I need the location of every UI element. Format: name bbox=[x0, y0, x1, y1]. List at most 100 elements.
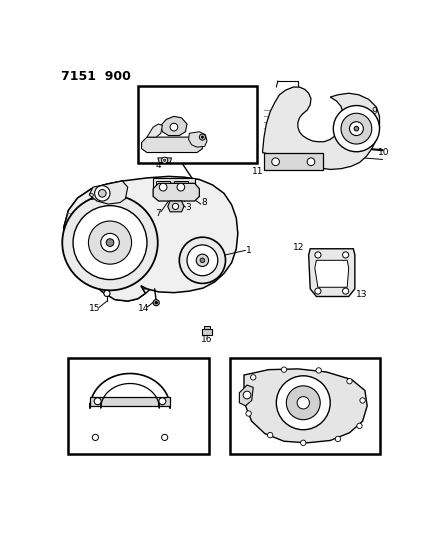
Text: 12: 12 bbox=[294, 243, 305, 252]
Circle shape bbox=[162, 434, 168, 440]
Text: 10: 10 bbox=[378, 148, 390, 157]
Text: 20: 20 bbox=[84, 431, 96, 440]
Circle shape bbox=[276, 376, 330, 430]
Bar bbox=[153, 178, 196, 195]
Circle shape bbox=[201, 136, 204, 138]
Circle shape bbox=[286, 386, 320, 419]
Circle shape bbox=[307, 158, 315, 166]
Text: 20: 20 bbox=[364, 365, 375, 374]
Circle shape bbox=[200, 258, 205, 263]
Polygon shape bbox=[89, 181, 128, 204]
Circle shape bbox=[341, 113, 372, 144]
Text: 3: 3 bbox=[186, 203, 191, 212]
Text: 19: 19 bbox=[136, 367, 147, 376]
Polygon shape bbox=[204, 326, 210, 329]
Circle shape bbox=[170, 123, 178, 131]
Polygon shape bbox=[147, 124, 162, 137]
Polygon shape bbox=[244, 369, 367, 443]
Text: 16: 16 bbox=[201, 335, 213, 344]
Polygon shape bbox=[161, 116, 187, 135]
Polygon shape bbox=[189, 132, 207, 147]
Circle shape bbox=[335, 436, 341, 442]
Text: 15: 15 bbox=[89, 304, 100, 313]
Circle shape bbox=[92, 434, 98, 440]
Text: 8: 8 bbox=[201, 198, 207, 207]
Circle shape bbox=[250, 375, 256, 380]
Text: 2: 2 bbox=[89, 193, 94, 203]
Circle shape bbox=[172, 203, 178, 209]
Circle shape bbox=[360, 398, 365, 403]
Text: 9: 9 bbox=[371, 107, 377, 116]
Circle shape bbox=[199, 134, 205, 140]
Text: 2.2L ENGINE: 2.2L ENGINE bbox=[106, 443, 171, 453]
Bar bbox=[68, 358, 208, 454]
Circle shape bbox=[94, 398, 101, 405]
Circle shape bbox=[342, 288, 349, 294]
Circle shape bbox=[159, 183, 167, 191]
Circle shape bbox=[350, 122, 363, 135]
Bar bbox=[230, 358, 380, 454]
Circle shape bbox=[297, 397, 309, 409]
Bar bbox=[138, 85, 257, 163]
Text: 13: 13 bbox=[357, 290, 368, 300]
Circle shape bbox=[177, 183, 185, 191]
Text: 1: 1 bbox=[246, 246, 252, 255]
Circle shape bbox=[246, 411, 251, 416]
Circle shape bbox=[95, 185, 110, 201]
Text: 7: 7 bbox=[155, 209, 160, 218]
Circle shape bbox=[104, 290, 110, 296]
Circle shape bbox=[347, 378, 352, 384]
Text: 3: 3 bbox=[169, 107, 175, 116]
Text: 5: 5 bbox=[211, 136, 217, 146]
Circle shape bbox=[243, 391, 251, 399]
Text: 18: 18 bbox=[235, 363, 247, 372]
Polygon shape bbox=[262, 87, 380, 169]
Circle shape bbox=[315, 252, 321, 258]
Circle shape bbox=[196, 254, 208, 266]
Circle shape bbox=[162, 157, 168, 163]
Circle shape bbox=[357, 423, 362, 429]
Polygon shape bbox=[64, 181, 151, 301]
Circle shape bbox=[179, 237, 226, 284]
Circle shape bbox=[342, 252, 349, 258]
Polygon shape bbox=[153, 183, 199, 201]
Circle shape bbox=[333, 106, 380, 152]
Polygon shape bbox=[142, 137, 202, 152]
Circle shape bbox=[159, 398, 166, 405]
Circle shape bbox=[300, 440, 306, 446]
Text: 4: 4 bbox=[156, 161, 161, 170]
Circle shape bbox=[281, 367, 287, 373]
Polygon shape bbox=[64, 176, 238, 301]
Circle shape bbox=[187, 245, 218, 276]
Circle shape bbox=[106, 239, 114, 246]
Circle shape bbox=[354, 126, 359, 131]
Circle shape bbox=[163, 159, 166, 161]
Text: 14: 14 bbox=[138, 304, 149, 313]
Polygon shape bbox=[202, 329, 212, 335]
Circle shape bbox=[272, 158, 279, 166]
Bar bbox=[174, 181, 188, 192]
Circle shape bbox=[89, 221, 131, 264]
Polygon shape bbox=[239, 385, 253, 406]
Bar bbox=[90, 397, 170, 406]
Circle shape bbox=[268, 432, 273, 438]
Text: 17: 17 bbox=[361, 430, 372, 439]
Polygon shape bbox=[158, 158, 172, 163]
Text: 6: 6 bbox=[204, 123, 210, 132]
Polygon shape bbox=[168, 201, 184, 212]
Circle shape bbox=[62, 195, 158, 290]
Polygon shape bbox=[315, 260, 349, 287]
Polygon shape bbox=[309, 249, 355, 296]
Text: 2.6L ENGINE: 2.6L ENGINE bbox=[272, 443, 337, 453]
Circle shape bbox=[101, 233, 119, 252]
Polygon shape bbox=[264, 152, 323, 170]
Circle shape bbox=[316, 368, 321, 373]
Text: 11: 11 bbox=[252, 167, 264, 176]
Text: 7151  900: 7151 900 bbox=[61, 70, 131, 83]
Circle shape bbox=[153, 300, 159, 306]
Bar bbox=[156, 181, 170, 192]
Circle shape bbox=[98, 189, 106, 197]
Circle shape bbox=[155, 302, 158, 304]
Circle shape bbox=[73, 206, 147, 280]
Circle shape bbox=[315, 288, 321, 294]
